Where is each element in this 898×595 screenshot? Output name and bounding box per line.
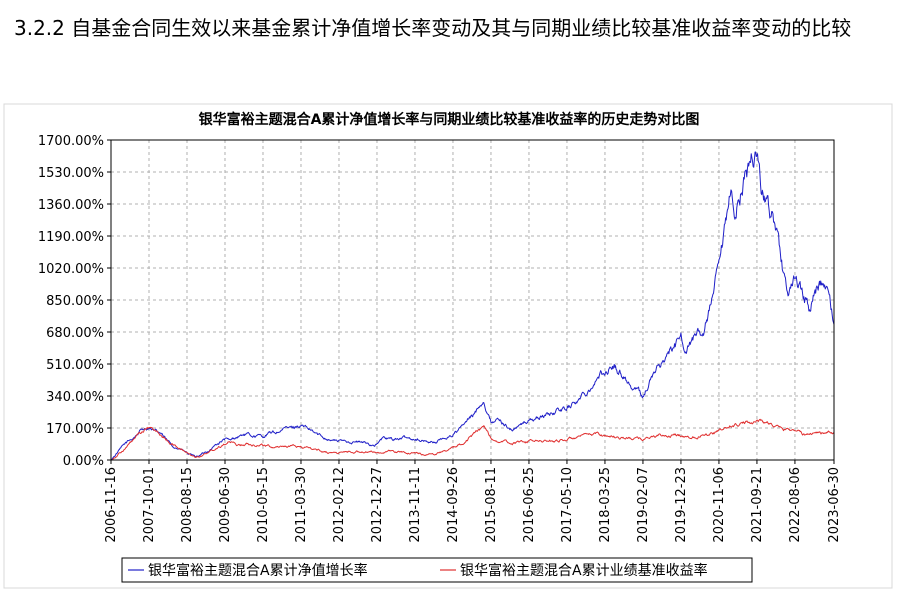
section-heading: 3.2.2 自基金合同生效以来基金累计净值增长率变动及其与同期业绩比较基准收益率… xyxy=(14,16,852,40)
x-tick-label: 2019-02-07 xyxy=(636,467,651,543)
x-tick-label: 2018-03-25 xyxy=(598,467,613,543)
gridlines xyxy=(111,140,834,460)
x-tick-label: 2012-12-27 xyxy=(370,467,385,543)
x-tick-label: 2020-11-06 xyxy=(712,467,727,543)
x-tick-label: 2007-10-01 xyxy=(142,467,157,543)
series-lines xyxy=(110,151,835,461)
y-tick-label: 340.00% xyxy=(46,390,104,405)
x-tick-label: 2019-12-23 xyxy=(674,467,689,543)
x-tick-label: 2011-03-30 xyxy=(294,467,309,543)
y-tick-label: 850.00% xyxy=(46,294,104,309)
y-axis: 0.00% 170.00% 340.00% 510.00% 680.00% 850.00%… xyxy=(38,134,111,469)
y-tick-label: 1530.00% xyxy=(38,166,104,181)
series-line-1 xyxy=(111,418,835,461)
x-tick-label: 2022-08-06 xyxy=(788,467,803,543)
chart-title: 银华富裕主题混合A累计净值增长率与同期业绩比较基准收益率的历史走势对比图 xyxy=(199,111,700,128)
y-tick-label: 510.00% xyxy=(46,358,104,373)
x-tick-label: 2016-06-25 xyxy=(522,467,537,543)
x-tick-label: 2017-05-10 xyxy=(560,467,575,543)
x-tick-label: 2009-06-30 xyxy=(218,467,233,543)
x-tick-label: 2013-11-11 xyxy=(408,467,423,543)
legend-label-0: 银华富裕主题混合A累计净值增长率 xyxy=(148,562,368,579)
y-tick-label: 1020.00% xyxy=(38,262,104,277)
x-tick-label: 2008-08-15 xyxy=(180,467,195,543)
y-tick-label: 1700.00% xyxy=(38,134,104,149)
chart-frame xyxy=(3,103,893,589)
series-line-0 xyxy=(110,151,835,461)
x-tick-label: 2015-08-11 xyxy=(484,467,499,543)
legend-label-1: 银华富裕主题混合A累计业绩基准收益率 xyxy=(460,562,708,579)
legend: 银华富裕主题混合A累计净值增长率 银华富裕主题混合A累计业绩基准收益率 xyxy=(121,557,753,583)
x-tick-label: 2012-02-12 xyxy=(332,467,347,543)
x-tick-label: 2010-05-15 xyxy=(256,467,271,543)
y-tick-label: 1360.00% xyxy=(38,198,104,213)
x-tick-label: 2014-09-26 xyxy=(446,467,461,543)
legend-box xyxy=(121,557,753,583)
x-axis: 2006-11-16 2007-10-01 2008-08-15 2009-06-30… xyxy=(104,460,842,543)
x-tick-label: 2023-06-30 xyxy=(827,467,842,543)
plot-area-border xyxy=(110,139,835,461)
y-tick-label: 170.00% xyxy=(46,422,104,437)
y-tick-label: 1190.00% xyxy=(38,230,104,245)
x-tick-label: 2006-11-16 xyxy=(104,467,119,543)
y-tick-label: 0.00% xyxy=(63,454,104,469)
x-tick-label: 2021-09-21 xyxy=(750,467,765,543)
y-tick-label: 680.00% xyxy=(46,326,104,341)
